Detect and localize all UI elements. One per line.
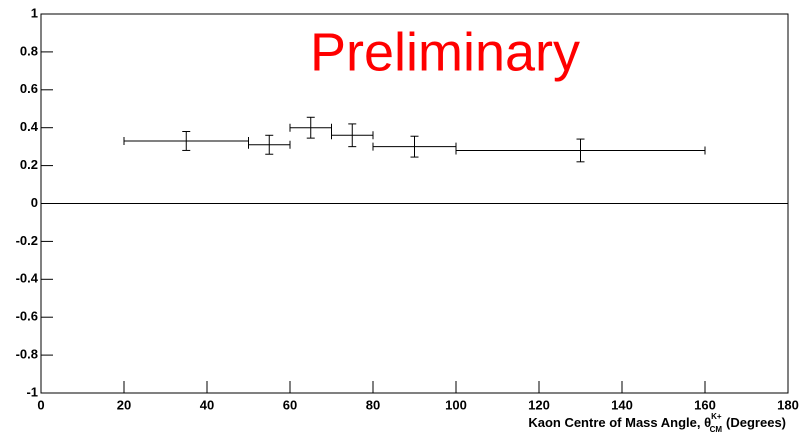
x-tick-label: 60 <box>283 397 297 412</box>
x-tick-label: 120 <box>528 397 550 412</box>
annotation: Preliminary <box>310 22 580 82</box>
x-label-unit: (Degrees) <box>726 415 786 430</box>
x-tick-label: 40 <box>200 397 214 412</box>
y-tick-label: -0.2 <box>16 233 38 248</box>
x-tick-label: 100 <box>445 397 467 412</box>
x-axis-label: Kaon Centre of Mass Angle, θK+ CM (Degrees… <box>528 412 786 434</box>
x-label-sub: CM <box>710 425 723 434</box>
x-tick-label: 80 <box>366 397 380 412</box>
y-tick-label: 0.2 <box>20 157 38 172</box>
y-tick-label: 1 <box>31 5 38 20</box>
x-label-main: Kaon Centre of Mass Angle, θ <box>528 415 711 430</box>
y-tick-label: -0.4 <box>16 271 39 286</box>
y-tick-label: -1 <box>26 384 38 399</box>
x-tick-label: 0 <box>37 397 44 412</box>
x-tick-label: 160 <box>694 397 716 412</box>
x-tick-label: 140 <box>611 397 633 412</box>
x-label-sup: K+ <box>711 412 722 421</box>
y-tick-label: -0.6 <box>16 309 38 324</box>
y-tick-label: 0.8 <box>20 43 38 58</box>
y-tick-label: 0.6 <box>20 81 38 96</box>
x-tick-label: 20 <box>117 397 131 412</box>
y-tick-label: 0.4 <box>20 119 39 134</box>
x-tick-label: 180 <box>777 397 799 412</box>
y-tick-label: 0 <box>31 195 38 210</box>
y-tick-label: -0.8 <box>16 347 38 362</box>
